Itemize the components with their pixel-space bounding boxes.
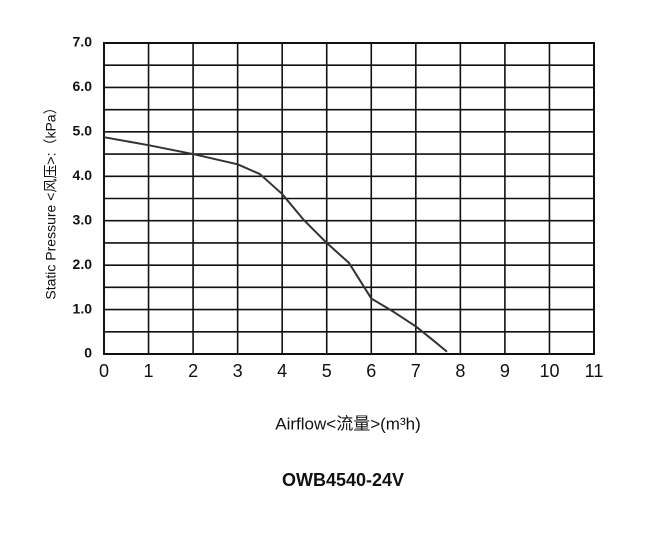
y-tick-label: 1.0 <box>73 300 93 316</box>
x-tick-label: 3 <box>233 361 243 381</box>
x-tick-label: 11 <box>585 361 604 381</box>
y-tick-label: 2.0 <box>73 256 93 272</box>
y-tick-label: 6.0 <box>73 78 93 94</box>
x-tick-label: 0 <box>99 361 109 381</box>
y-tick-label: 4.0 <box>73 167 93 183</box>
x-tick-label: 1 <box>144 361 154 381</box>
x-tick-label: 9 <box>500 361 510 381</box>
y-tick-label: 3.0 <box>73 211 93 227</box>
y-axis-label: Static Pressure <风压>:（kPa） <box>43 100 59 299</box>
data-line <box>103 136 448 353</box>
y-tick-label: 7.0 <box>73 34 93 50</box>
x-tick-label: 7 <box>411 361 421 381</box>
x-axis-label: Airflow<流量>(m³h) <box>275 414 420 433</box>
y-tick-label: 5.0 <box>73 123 93 139</box>
plot-frame <box>103 42 595 355</box>
x-tick-label: 5 <box>322 361 332 381</box>
x-tick-label: 4 <box>277 361 287 381</box>
chart-title: OWB4540-24V <box>282 470 404 490</box>
x-tick-label: 2 <box>188 361 198 381</box>
x-tick-label: 6 <box>366 361 376 381</box>
x-tick-label: 8 <box>455 361 465 381</box>
y-tick-label: 0 <box>84 345 92 361</box>
x-tick-label: 10 <box>539 361 559 381</box>
